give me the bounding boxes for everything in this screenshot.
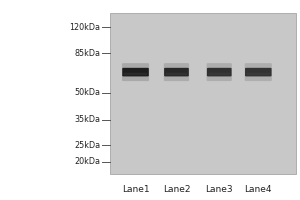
FancyBboxPatch shape (207, 63, 232, 81)
FancyBboxPatch shape (122, 63, 149, 81)
FancyBboxPatch shape (166, 73, 187, 75)
FancyBboxPatch shape (164, 68, 189, 76)
Text: 120kDa: 120kDa (70, 23, 101, 32)
Text: 85kDa: 85kDa (74, 49, 101, 58)
Text: 20kDa: 20kDa (74, 157, 101, 166)
Text: 35kDa: 35kDa (74, 115, 101, 124)
Text: 50kDa: 50kDa (74, 88, 101, 97)
FancyBboxPatch shape (208, 73, 230, 75)
Text: Lane4: Lane4 (244, 185, 272, 194)
FancyBboxPatch shape (164, 63, 189, 81)
FancyBboxPatch shape (245, 63, 272, 81)
FancyBboxPatch shape (207, 68, 232, 76)
Text: Lane2: Lane2 (163, 185, 190, 194)
FancyBboxPatch shape (124, 73, 147, 75)
Text: 25kDa: 25kDa (74, 141, 101, 150)
FancyBboxPatch shape (245, 68, 272, 76)
FancyBboxPatch shape (122, 68, 149, 76)
Text: Lane3: Lane3 (206, 185, 233, 194)
FancyBboxPatch shape (247, 73, 270, 75)
Bar (110, 13, 296, 174)
Text: Lane1: Lane1 (122, 185, 149, 194)
